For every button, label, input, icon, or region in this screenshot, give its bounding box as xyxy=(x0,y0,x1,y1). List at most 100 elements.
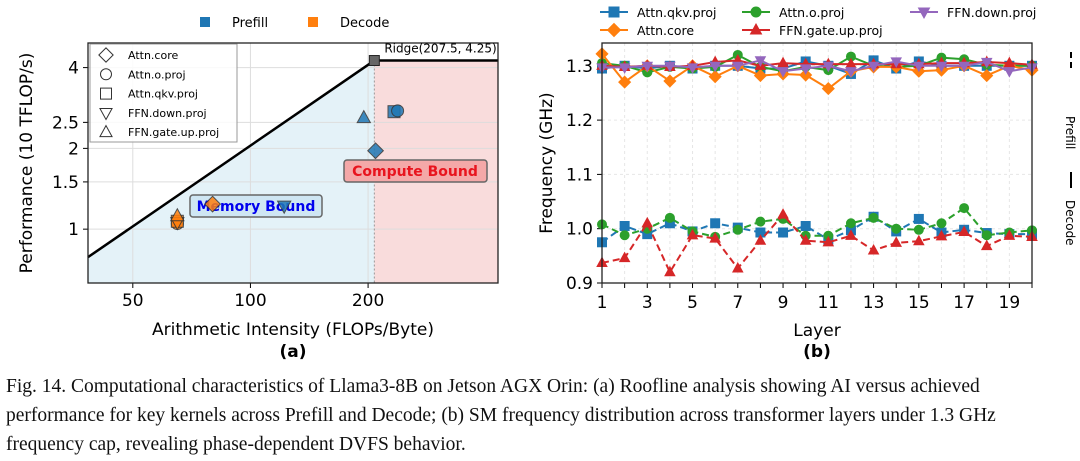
data-point xyxy=(709,232,721,243)
x-tick-label: 7 xyxy=(732,293,743,313)
data-point xyxy=(618,251,631,263)
data-point xyxy=(664,61,676,73)
data-point xyxy=(618,63,631,74)
data-point xyxy=(1003,229,1016,240)
data-point xyxy=(980,69,994,83)
y-tick-label: 0.9 xyxy=(566,274,593,294)
data-point xyxy=(958,225,970,237)
legend-marker-icon xyxy=(99,124,113,138)
data-point xyxy=(868,212,879,223)
legend-label: FFN.gate.up.proj xyxy=(128,126,219,139)
data-point xyxy=(799,234,812,245)
y-tick-label: 4 xyxy=(68,59,79,79)
data-point xyxy=(731,261,744,273)
y-tick-label: 2.5 xyxy=(52,113,79,133)
data-point xyxy=(619,220,630,231)
data-point xyxy=(981,230,992,241)
series-attn-core-prefill xyxy=(595,47,1039,96)
plot-frame xyxy=(601,42,1033,284)
data-point xyxy=(778,227,789,238)
legend-marker-icon xyxy=(750,6,762,18)
data-point xyxy=(935,229,948,241)
legend-marker-icon xyxy=(100,68,112,81)
frequency-chart: 1 3 5 7 9 11 13 15 17 190.91.01.11.21.3Attn.qkv.p… xyxy=(537,5,1077,362)
legend-label: FFN.gate.up.proj xyxy=(779,23,883,38)
x-tick-label: 200 xyxy=(352,291,384,311)
data-point xyxy=(664,265,676,277)
data-point xyxy=(845,67,857,78)
legend-swatch xyxy=(200,17,210,27)
marker-legend xyxy=(89,43,238,143)
data-point xyxy=(890,236,903,247)
data-point xyxy=(619,230,630,241)
data-point xyxy=(686,63,699,74)
data-point xyxy=(959,203,970,214)
figure-caption: Fig. 14. Computational characteristics o… xyxy=(6,376,996,455)
memory-bound-region xyxy=(88,60,375,283)
data-point xyxy=(753,69,767,83)
data-point xyxy=(890,57,903,68)
y-tick-label: 1.0 xyxy=(566,220,593,240)
legend-label: FFN.down.proj xyxy=(128,107,207,120)
data-point xyxy=(664,212,675,223)
ridge-point xyxy=(368,55,380,67)
series-attn-qkv-proj-decode xyxy=(597,211,1037,248)
series-ffn-down-proj-prefill xyxy=(596,56,1038,78)
legend-label: Attn.core xyxy=(128,49,178,62)
data-point xyxy=(867,243,880,255)
ridge-label: Ridge(207.5, 4.25) xyxy=(384,42,496,56)
x-tick-label: 9 xyxy=(778,293,789,313)
data-point xyxy=(777,67,789,78)
legend-marker-icon xyxy=(100,87,112,100)
y-axis-label: Performance (10 TFLOP/s) xyxy=(17,53,37,274)
x-tick-label: 13 xyxy=(863,293,885,313)
data-point-decode xyxy=(169,207,185,222)
legend-marker-icon xyxy=(99,108,113,121)
legend-label: FFN.down.proj xyxy=(947,5,1036,20)
legend-marker-icon xyxy=(749,22,763,35)
data-point xyxy=(663,74,677,88)
data-point xyxy=(936,218,947,229)
y-tick-label: 1.5 xyxy=(52,173,79,193)
data-point xyxy=(731,61,744,73)
data-point xyxy=(913,61,925,73)
panel-label: (b) xyxy=(803,342,831,362)
data-point xyxy=(754,234,767,245)
data-point-prefill xyxy=(391,104,405,118)
data-point xyxy=(821,82,835,96)
x-tick-label: 1 xyxy=(597,293,608,313)
x-axis-label: Layer xyxy=(793,321,840,341)
data-point xyxy=(913,224,924,235)
data-point-prefill xyxy=(356,109,372,124)
memory-bound-box xyxy=(189,194,323,218)
data-point xyxy=(799,68,813,82)
series-ffn-gate-up-proj-decode xyxy=(596,208,1038,277)
data-point-decode xyxy=(204,195,222,213)
legend-marker-icon xyxy=(98,47,114,63)
data-point xyxy=(755,216,766,227)
data-point xyxy=(913,234,925,246)
x-tick-label: 15 xyxy=(908,293,930,313)
x-tick-label: 11 xyxy=(817,293,839,313)
data-point xyxy=(709,61,721,73)
legend-swatch xyxy=(308,17,318,27)
x-tick-label: 3 xyxy=(642,293,653,313)
data-point xyxy=(958,61,970,73)
x-tick-label: 5 xyxy=(687,293,698,313)
y-tick-label: 2 xyxy=(68,139,79,159)
y-tick-label: 1.2 xyxy=(566,111,593,131)
data-point xyxy=(980,239,993,251)
x-tick-label: 17 xyxy=(953,293,975,313)
y-tick-label: 1.3 xyxy=(566,57,593,77)
data-point-prefill xyxy=(367,142,385,160)
data-point xyxy=(754,56,767,67)
data-point xyxy=(1003,67,1016,78)
legend-label: Attn.qkv.proj xyxy=(128,88,198,101)
legend-marker-icon xyxy=(917,7,931,20)
y-tick-label: 1.1 xyxy=(566,165,593,185)
data-point xyxy=(822,61,835,73)
data-point-prefill xyxy=(276,200,292,215)
y-axis-label: Frequency (GHz) xyxy=(537,92,557,233)
data-point xyxy=(686,228,699,240)
x-tick-label: 100 xyxy=(234,291,266,311)
